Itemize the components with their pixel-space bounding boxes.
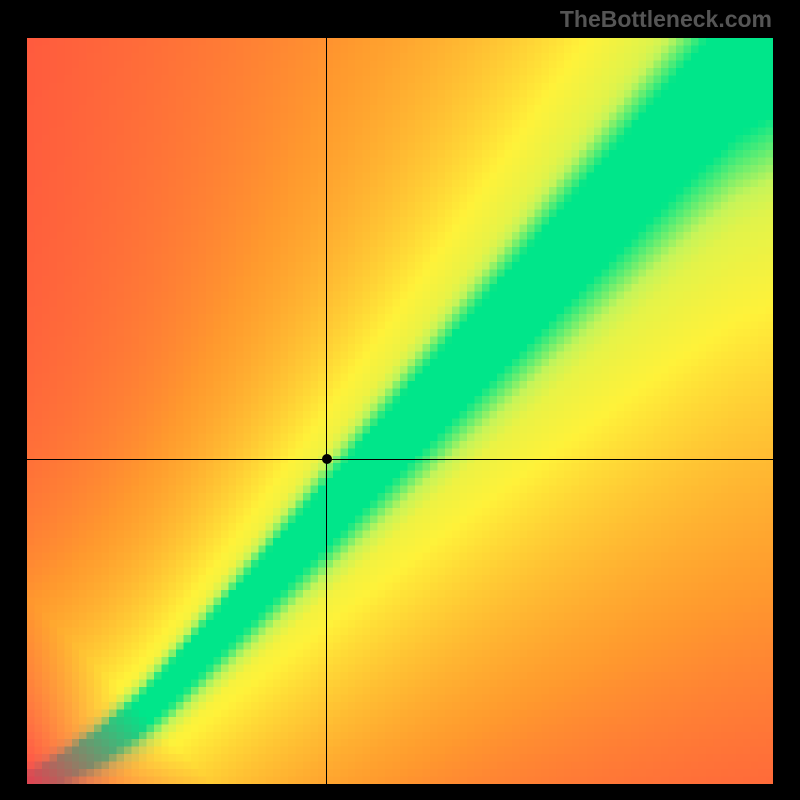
crosshair-horizontal	[27, 459, 773, 460]
watermark-text: TheBottleneck.com	[560, 6, 772, 33]
chart-frame: TheBottleneck.com	[0, 0, 800, 800]
crosshair-vertical	[326, 38, 327, 784]
heatmap-canvas	[27, 38, 773, 784]
heatmap-plot	[27, 38, 773, 784]
data-point-marker	[322, 454, 332, 464]
